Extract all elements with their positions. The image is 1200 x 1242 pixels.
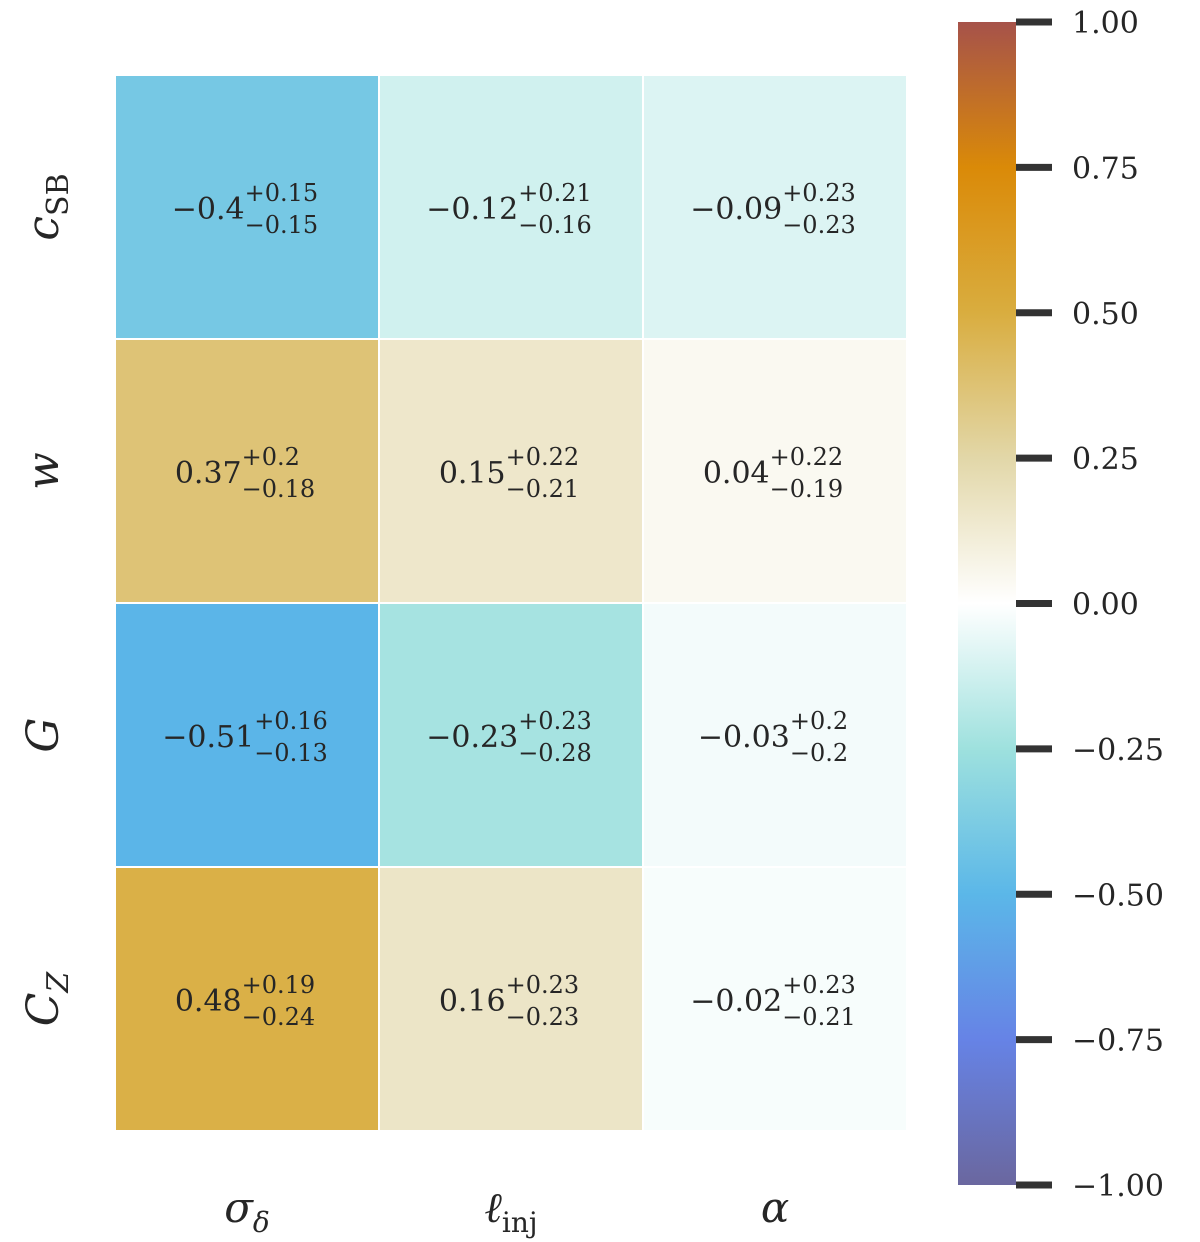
column-label: α xyxy=(761,1183,789,1232)
row-label-subscript: SB xyxy=(41,173,76,216)
cell-value-label: 0.16+0.23 −0.23 xyxy=(439,971,579,1031)
cell-value: −0.23 xyxy=(426,720,518,755)
row-label: cSB xyxy=(18,173,76,240)
colorbar-tick-label: −0.75 xyxy=(1072,1024,1164,1059)
cell-error-minus: −0.23 xyxy=(782,211,856,239)
cell-value-label: −0.12+0.21 −0.16 xyxy=(426,179,591,239)
row-label-main: c xyxy=(18,216,69,241)
cell-error-minus: −0.18 xyxy=(242,475,316,503)
cell-value: 0.04 xyxy=(703,456,770,491)
cell-value: −0.03 xyxy=(698,720,790,755)
cell-value: −0.09 xyxy=(690,192,782,227)
cell-value-label: 0.37+0.2 −0.18 xyxy=(175,443,315,503)
heatmap-cell xyxy=(642,338,908,604)
cell-value: −0.4 xyxy=(172,192,245,227)
cell-error-plus: +0.21 xyxy=(518,179,592,207)
cell-error-plus: +0.16 xyxy=(254,707,328,735)
cell-error-plus: +0.22 xyxy=(506,443,580,471)
row-label-main: G xyxy=(18,717,69,752)
heatmap-cell xyxy=(114,866,380,1132)
heatmap-cell xyxy=(378,866,644,1132)
column-label: ℓinj xyxy=(484,1183,537,1239)
cell-error-minus: −0.19 xyxy=(770,475,844,503)
cell-value: −0.02 xyxy=(690,984,782,1019)
cell-value-label: 0.15+0.22 −0.21 xyxy=(439,443,579,503)
colorbar-tick-label: 1.00 xyxy=(1072,6,1139,41)
colorbar-tick-label: 0.25 xyxy=(1072,442,1139,477)
row-label: G xyxy=(18,717,69,752)
cell-value: 0.15 xyxy=(439,456,506,491)
cell-error-minus: −0.13 xyxy=(254,739,328,767)
row-label-main: C xyxy=(18,993,69,1027)
column-label-subscript: δ xyxy=(253,1206,270,1239)
cell-value: 0.48 xyxy=(175,984,242,1019)
cell-value: −0.12 xyxy=(426,192,518,227)
column-label-main: α xyxy=(761,1183,789,1232)
heatmap-cell xyxy=(378,602,644,868)
cell-error-minus: −0.24 xyxy=(242,1003,316,1031)
heatmap-cell xyxy=(114,602,380,868)
cell-value-label: 0.48+0.19 −0.24 xyxy=(175,971,315,1031)
cell-error-plus: +0.23 xyxy=(782,179,856,207)
cell-error-plus: +0.2 xyxy=(242,443,300,471)
row-label-subscript: Z xyxy=(41,971,76,994)
colorbar-tick-label: 0.00 xyxy=(1072,588,1139,623)
column-label: σδ xyxy=(224,1183,270,1239)
heatmap-cell xyxy=(114,74,380,340)
colorbar-tick-label: 0.75 xyxy=(1072,151,1139,186)
cell-error-plus: +0.23 xyxy=(782,971,856,999)
colorbar xyxy=(958,22,1016,1185)
heatmap-cell xyxy=(642,602,908,868)
cell-error-minus: −0.21 xyxy=(782,1003,856,1031)
cell-error-plus: +0.2 xyxy=(790,707,848,735)
colorbar-tick-label: −1.00 xyxy=(1072,1169,1164,1204)
cell-error-minus: −0.2 xyxy=(790,739,848,767)
row-label-main: w xyxy=(18,452,69,490)
cell-value-label: −0.03+0.2 −0.2 xyxy=(698,707,848,767)
cell-error-minus: −0.15 xyxy=(245,211,319,239)
row-label: w xyxy=(18,452,69,490)
cell-value: 0.37 xyxy=(175,456,242,491)
cell-error-plus: +0.19 xyxy=(242,971,316,999)
row-label: CZ xyxy=(18,971,76,1027)
colorbar-tick-label: 0.50 xyxy=(1072,297,1139,332)
cell-error-minus: −0.23 xyxy=(506,1003,580,1031)
cell-error-minus: −0.28 xyxy=(518,739,592,767)
column-label-main: σ xyxy=(224,1183,254,1232)
heatmap-cell xyxy=(114,338,380,604)
cell-value-label: 0.04+0.22 −0.19 xyxy=(703,443,843,503)
column-label-subscript: inj xyxy=(502,1206,538,1239)
cell-error-minus: −0.21 xyxy=(506,475,580,503)
heatmap-cell xyxy=(642,74,908,340)
cell-error-minus: −0.16 xyxy=(518,211,592,239)
cell-value-label: −0.51+0.16 −0.13 xyxy=(162,707,327,767)
cell-value-label: −0.09+0.23 −0.23 xyxy=(690,179,855,239)
cell-value-label: −0.23+0.23 −0.28 xyxy=(426,707,591,767)
column-label-main: ℓ xyxy=(484,1183,502,1232)
colorbar-tick-label: −0.50 xyxy=(1072,878,1164,913)
cell-error-plus: +0.23 xyxy=(518,707,592,735)
cell-value: −0.51 xyxy=(162,720,254,755)
cell-error-plus: +0.15 xyxy=(245,179,319,207)
cell-value: 0.16 xyxy=(439,984,506,1019)
heatmap-cell xyxy=(642,866,908,1132)
colorbar-tick-label: −0.25 xyxy=(1072,733,1164,768)
cell-value-label: −0.4+0.15 −0.15 xyxy=(172,179,318,239)
cell-value-label: −0.02+0.23 −0.21 xyxy=(690,971,855,1031)
cell-error-plus: +0.22 xyxy=(770,443,844,471)
heatmap-cell xyxy=(378,338,644,604)
cell-error-plus: +0.23 xyxy=(506,971,580,999)
